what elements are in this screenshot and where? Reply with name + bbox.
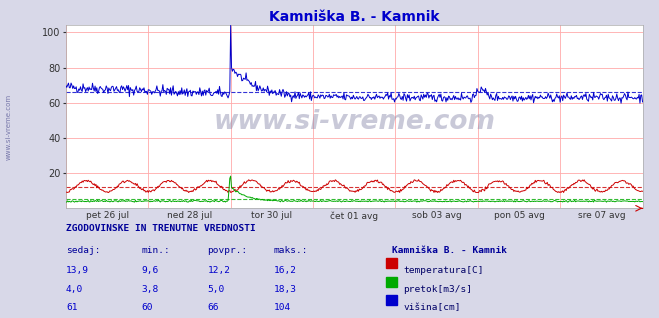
Text: 18,3: 18,3 [273,285,297,294]
Title: Kamniška B. - Kamnik: Kamniška B. - Kamnik [269,10,440,24]
Text: 3,8: 3,8 [142,285,159,294]
Text: 9,6: 9,6 [142,266,159,274]
Text: 12,2: 12,2 [208,266,231,274]
Text: Kamniška B. - Kamnik: Kamniška B. - Kamnik [392,246,507,255]
Text: 61: 61 [66,303,77,312]
Text: min.:: min.: [142,246,171,255]
Text: maks.:: maks.: [273,246,308,255]
Text: sedaj:: sedaj: [66,246,100,255]
Text: pretok[m3/s]: pretok[m3/s] [403,285,473,294]
Text: 66: 66 [208,303,219,312]
Text: www.si-vreme.com: www.si-vreme.com [214,109,495,135]
Text: temperatura[C]: temperatura[C] [403,266,484,274]
Text: www.si-vreme.com: www.si-vreme.com [5,94,12,160]
Text: ZGODOVINSKE IN TRENUTNE VREDNOSTI: ZGODOVINSKE IN TRENUTNE VREDNOSTI [66,224,256,233]
Text: 4,0: 4,0 [66,285,83,294]
Text: 13,9: 13,9 [66,266,89,274]
Text: povpr.:: povpr.: [208,246,248,255]
Text: 5,0: 5,0 [208,285,225,294]
Text: višina[cm]: višina[cm] [403,303,461,312]
Text: 104: 104 [273,303,291,312]
Text: 16,2: 16,2 [273,266,297,274]
Text: 60: 60 [142,303,153,312]
